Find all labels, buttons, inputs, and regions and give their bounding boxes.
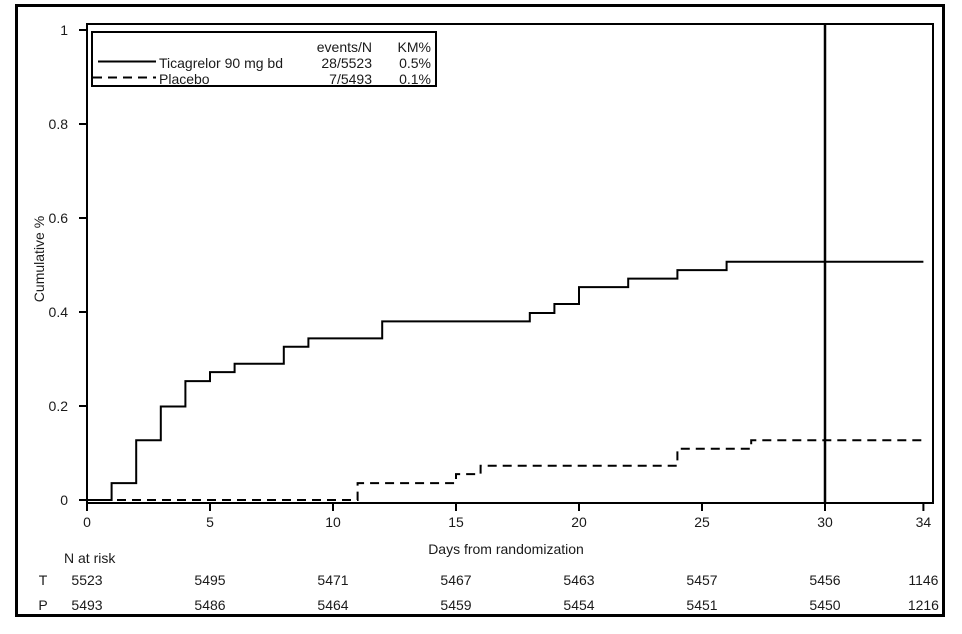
risk-count: 5495 — [194, 572, 226, 588]
legend-km-ticagrelor: 0.5% — [399, 55, 431, 71]
risk-count: 1216 — [907, 597, 939, 613]
legend-km-placebo: 0.1% — [399, 71, 431, 87]
legend-label-ticagrelor: Ticagrelor 90 mg bd — [159, 55, 283, 71]
y-tick-label: 0 — [60, 492, 68, 508]
y-tick-label: 0.4 — [48, 304, 68, 320]
risk-count: 5523 — [71, 572, 103, 588]
n-at-risk-title: N at risk — [64, 550, 116, 566]
legend-header-km: KM% — [397, 39, 431, 55]
x-tick-label: 20 — [571, 514, 587, 530]
risk-count: 5454 — [563, 597, 595, 613]
risk-count: 5459 — [440, 597, 472, 613]
x-tick-label: 0 — [83, 514, 91, 530]
x-tick-label: 34 — [915, 514, 932, 530]
risk-row-label-t: T — [38, 572, 48, 588]
x-tick-label: 10 — [325, 514, 341, 530]
x-tick-label: 25 — [694, 514, 710, 530]
legend-label-placebo: Placebo — [159, 71, 210, 87]
x-tick-label: 30 — [817, 514, 833, 530]
x-tick-label: 5 — [206, 514, 214, 530]
risk-count: 5451 — [686, 597, 718, 613]
y-tick-label: 1 — [60, 22, 68, 38]
series-curve-ticagrelor-90-mg-bd — [87, 260, 924, 501]
risk-count: 5463 — [563, 572, 595, 588]
risk-count: 1146 — [908, 572, 939, 588]
risk-count: 5467 — [440, 572, 472, 588]
series-curve-placebo — [87, 439, 924, 501]
risk-count: 5456 — [809, 572, 841, 588]
risk-count: 5486 — [194, 597, 226, 613]
risk-row-label-p: P — [38, 597, 48, 613]
plot-frame — [86, 23, 934, 504]
risk-count: 5493 — [71, 597, 103, 613]
x-tick-label: 15 — [448, 514, 464, 530]
risk-count: 5450 — [809, 597, 841, 613]
risk-count: 5471 — [317, 572, 349, 588]
legend-header-events: events/N — [316, 39, 372, 55]
risk-count: 5457 — [686, 572, 718, 588]
risk-count: 5464 — [317, 597, 349, 613]
figure-border — [15, 4, 945, 617]
y-tick-label: 0.2 — [48, 398, 68, 414]
legend-events-ticagrelor: 28/5523 — [321, 55, 372, 71]
legend: events/N KM% Ticagrelor 90 mg bd 28/5523… — [91, 31, 437, 87]
x-axis-label: Days from randomization — [428, 541, 584, 557]
legend-events-placebo: 7/5493 — [329, 71, 372, 87]
y-tick-label: 0.8 — [48, 116, 68, 132]
y-tick-label: 0.6 — [48, 210, 68, 226]
